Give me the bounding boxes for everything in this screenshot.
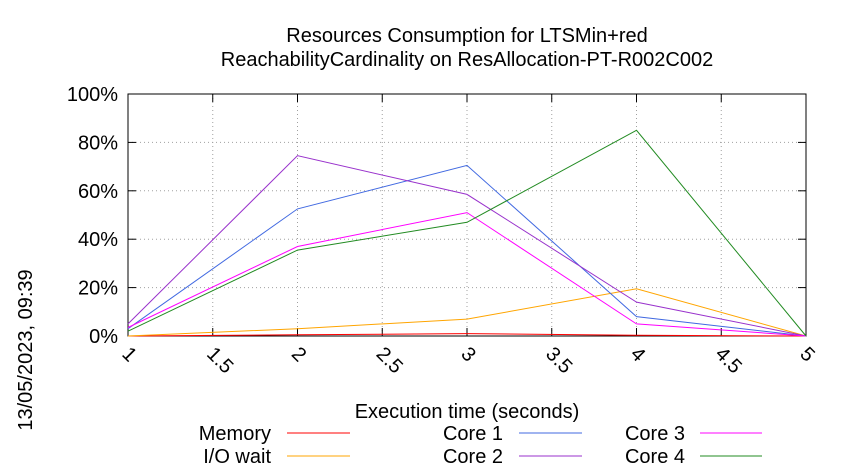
legend-item-memory: Memory — [199, 423, 350, 445]
x-tick-label: 1.5 — [202, 343, 237, 378]
y-tick-label: 100% — [67, 84, 118, 106]
x-tick-label: 4 — [626, 343, 649, 366]
y-tick-label: 60% — [78, 181, 118, 203]
x-tick-label: 2 — [287, 343, 310, 366]
legend-label: I/O wait — [203, 446, 271, 468]
y-tick-label: 20% — [78, 278, 118, 300]
legend-item-i-o-wait: I/O wait — [203, 446, 350, 468]
x-tick-label: 1 — [117, 343, 140, 366]
grid — [128, 94, 806, 336]
chart-subtitle: ReachabilityCardinality on ResAllocation… — [221, 49, 713, 71]
x-tick-label: 4.5 — [711, 343, 746, 378]
timestamp-label: 13/05/2023, 09:39 — [15, 269, 37, 430]
series-line-memory — [127, 333, 807, 337]
y-tick-label: 40% — [78, 229, 118, 251]
tick-marks — [127, 93, 807, 337]
y-tick-label: 80% — [78, 132, 118, 154]
y-tick-label: 0% — [89, 326, 118, 348]
series-line-core-1 — [127, 164, 807, 337]
x-tick-label: 5 — [795, 343, 818, 366]
legend-label: Core 3 — [625, 423, 685, 445]
series-line-core-3 — [127, 212, 807, 337]
series-lines — [127, 129, 807, 337]
legend-item-core-4: Core 4 — [625, 446, 762, 468]
legend-label: Core 4 — [625, 446, 685, 468]
series-line-i-o-wait — [127, 288, 807, 337]
x-tick-label: 3.5 — [541, 343, 576, 378]
legend-label: Core 1 — [443, 423, 503, 445]
legend-item-core-3: Core 3 — [625, 423, 762, 445]
legend-item-core-2: Core 2 — [443, 446, 582, 468]
x-tick-label: 3 — [456, 343, 479, 366]
x-tick-label: 2.5 — [372, 343, 407, 378]
x-axis-label: Execution time (seconds) — [355, 401, 580, 423]
legend-label: Memory — [199, 423, 271, 445]
legend-label: Core 2 — [443, 446, 503, 468]
series-line-core-4 — [127, 129, 807, 337]
x-axis-ticks: 1 1.5 2 2.5 3 3.5 4 4.5 5 — [117, 343, 818, 378]
series-line-core-2 — [127, 155, 807, 337]
chart-title: Resources Consumption for LTSMin+red — [286, 25, 647, 47]
legend-item-core-1: Core 1 — [443, 423, 582, 445]
y-axis-ticks: 0% 20% 40% 60% 80% 100% — [67, 84, 118, 348]
